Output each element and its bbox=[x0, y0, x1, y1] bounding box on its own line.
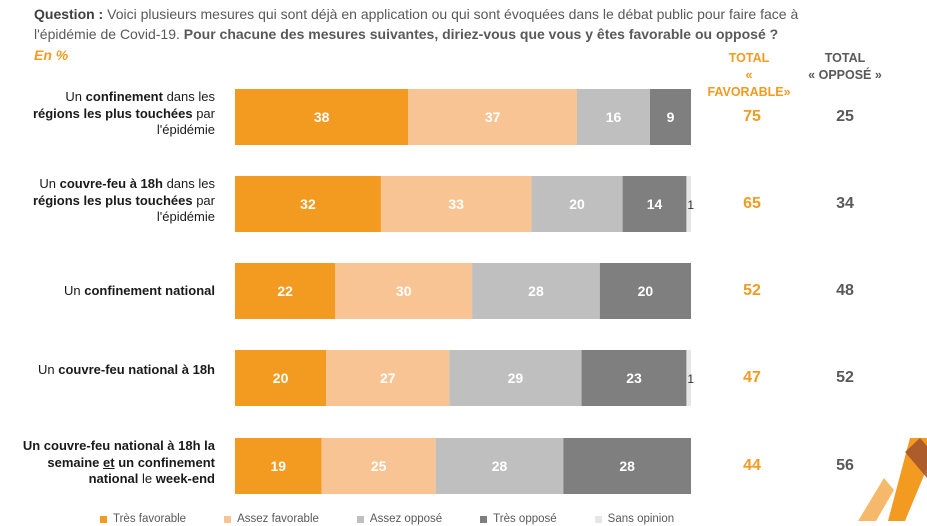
bar-value-label: 14 bbox=[647, 196, 663, 212]
bar-segment bbox=[380, 176, 532, 232]
bar-segment bbox=[563, 438, 691, 494]
total-oppose-header: TOTAL « OPPOSÉ » bbox=[800, 50, 890, 84]
bar-value-label: 29 bbox=[508, 370, 524, 386]
total-oppose-value: 34 bbox=[836, 195, 854, 212]
bar-segment bbox=[599, 263, 691, 319]
legend-item: Sans opinion bbox=[594, 512, 675, 526]
legend-label: Très opposé bbox=[493, 513, 557, 525]
bar-segment bbox=[531, 176, 623, 232]
bar-segment bbox=[235, 176, 381, 232]
bar-value-label: 27 bbox=[380, 370, 396, 386]
bar-segment bbox=[581, 350, 687, 406]
legend-item: Assez opposé bbox=[356, 512, 443, 526]
legend-swatch bbox=[100, 515, 107, 523]
legend-item: Très opposé bbox=[480, 512, 557, 526]
bar-segment bbox=[435, 438, 564, 494]
bar-value-label: 9 bbox=[667, 109, 675, 125]
total-oppose-value: 25 bbox=[836, 108, 854, 125]
legend-swatch bbox=[480, 515, 488, 523]
row-label: Un couvre-feu national à 18h bbox=[38, 362, 215, 377]
question-label: Question : bbox=[34, 6, 104, 22]
bar-segment bbox=[649, 89, 691, 145]
header-line: « OPPOSÉ » bbox=[808, 68, 882, 82]
bar-value-label: 20 bbox=[273, 370, 289, 386]
bar-value-label: 22 bbox=[277, 283, 293, 299]
total-favorable-value: 44 bbox=[743, 457, 761, 474]
bar-segment bbox=[235, 438, 322, 494]
bar-value-label: 28 bbox=[528, 283, 544, 299]
bar-segment bbox=[472, 263, 600, 319]
bar-value-label: 20 bbox=[569, 196, 585, 212]
total-favorable-value: 75 bbox=[743, 108, 761, 125]
legend-swatch bbox=[224, 515, 232, 523]
row-label: Un couvre-feu à 18h dans les régions les… bbox=[32, 176, 215, 224]
bar-value-label: 28 bbox=[492, 458, 508, 474]
legend-label: Très favorable bbox=[113, 513, 187, 525]
bar-value-label: 1 bbox=[687, 372, 694, 386]
bar-segment bbox=[686, 350, 691, 406]
unit-note: En % bbox=[34, 47, 69, 63]
legend-item: Assez favorable bbox=[224, 512, 319, 526]
total-favorable-value: 47 bbox=[743, 369, 761, 386]
question-body: Voici plusieurs mesures qui sont déjà en… bbox=[34, 6, 799, 42]
bar-value-label: 25 bbox=[371, 458, 387, 474]
bar-value-label: 19 bbox=[271, 458, 287, 474]
total-favorable-value: 52 bbox=[743, 282, 761, 299]
row-label: Un couvre-feu national à 18h la semaine … bbox=[22, 438, 215, 486]
header-line: TOTAL bbox=[728, 51, 770, 65]
total-favorable-value: 65 bbox=[743, 195, 761, 212]
bar-value-label: 1 bbox=[687, 198, 694, 212]
total-oppose-value: 56 bbox=[836, 457, 854, 474]
total-favorable-header: TOTAL « FAVORABLE» bbox=[704, 50, 794, 101]
legend-label: Assez opposé bbox=[369, 513, 443, 525]
legend-label: Sans opinion bbox=[607, 513, 675, 525]
legend-swatch bbox=[594, 515, 602, 523]
bar-segment bbox=[577, 89, 650, 145]
bar-value-label: 16 bbox=[606, 109, 622, 125]
legend-swatch bbox=[356, 515, 364, 523]
bar-segment bbox=[326, 350, 450, 406]
bar-segment bbox=[449, 350, 582, 406]
bar-segment bbox=[235, 89, 409, 145]
question-bold: Pour chacune des mesures suivantes, diri… bbox=[183, 26, 779, 42]
bar-segment bbox=[335, 263, 473, 319]
bar-segment bbox=[235, 263, 336, 319]
bar-value-label: 38 bbox=[314, 109, 330, 125]
bar-value-label: 30 bbox=[396, 283, 412, 299]
total-oppose-value: 48 bbox=[836, 282, 854, 299]
bar-value-label: 32 bbox=[300, 196, 316, 212]
bar-segment bbox=[408, 89, 577, 145]
bar-value-label: 23 bbox=[626, 370, 642, 386]
brand-logo bbox=[858, 438, 927, 521]
logo-shape-light bbox=[858, 478, 894, 521]
bar-segment bbox=[686, 176, 691, 232]
chart-legend: Très favorable Assez favorable Assez oppos… bbox=[100, 512, 674, 526]
header-line: TOTAL bbox=[824, 51, 866, 65]
legend-label: Assez favorable bbox=[237, 513, 319, 525]
logo-shape-brown bbox=[905, 438, 927, 478]
bar-value-label: 33 bbox=[448, 196, 464, 212]
legend-item: Très favorable bbox=[100, 512, 186, 526]
bar-value-label: 37 bbox=[485, 109, 501, 125]
bar-segment bbox=[321, 438, 436, 494]
bar-value-label: 20 bbox=[638, 283, 654, 299]
total-oppose-value: 52 bbox=[836, 369, 854, 386]
row-label: Un confinement dans les régions les plus… bbox=[32, 89, 215, 137]
bar-segment bbox=[622, 176, 687, 232]
bar-value-label: 28 bbox=[619, 458, 635, 474]
row-label: Un confinement national bbox=[64, 283, 215, 298]
bar-segment bbox=[235, 350, 327, 406]
header-line: « FAVORABLE» bbox=[707, 68, 791, 99]
question-text: Question : Voici plusieurs mesures qui s… bbox=[34, 4, 834, 44]
